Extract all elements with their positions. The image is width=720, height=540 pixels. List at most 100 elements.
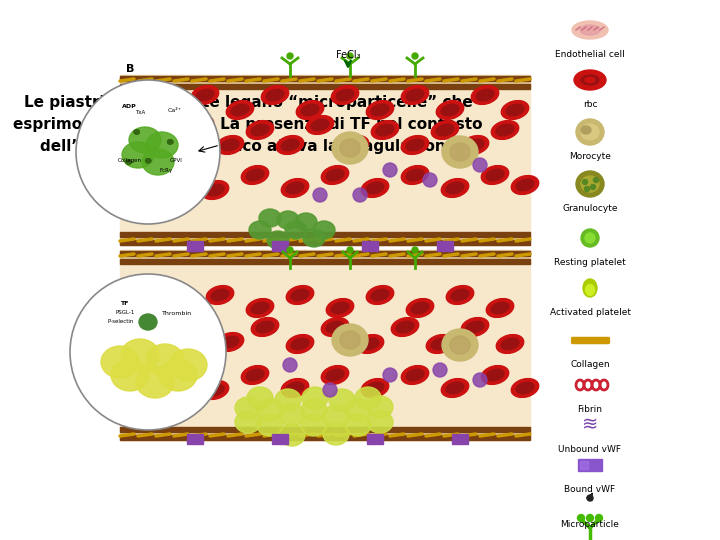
Ellipse shape [501,100,528,119]
Ellipse shape [231,104,249,116]
Text: Morocyte: Morocyte [569,152,611,161]
Ellipse shape [346,139,364,151]
Text: Collagen: Collagen [570,360,610,369]
Ellipse shape [287,335,314,353]
Ellipse shape [441,179,469,198]
Ellipse shape [326,321,344,333]
Ellipse shape [191,119,209,131]
Ellipse shape [353,188,367,202]
Text: rbc: rbc [582,100,598,109]
Ellipse shape [287,53,293,59]
Bar [120,250,530,264]
Ellipse shape [134,130,139,134]
Ellipse shape [340,139,360,157]
Ellipse shape [383,163,397,177]
Ellipse shape [491,120,518,139]
Ellipse shape [401,136,428,154]
Ellipse shape [511,379,539,397]
Ellipse shape [361,379,389,397]
Ellipse shape [256,321,274,333]
Ellipse shape [371,289,389,301]
Ellipse shape [345,414,371,436]
Ellipse shape [511,176,539,194]
Ellipse shape [326,169,344,181]
Ellipse shape [126,160,131,164]
Text: Fibrin: Fibrin [577,405,603,414]
Ellipse shape [323,405,349,427]
Text: TxA: TxA [135,110,145,115]
Ellipse shape [516,179,534,191]
Text: Granulocyte: Granulocyte [562,204,618,213]
Ellipse shape [585,285,595,295]
Ellipse shape [326,369,344,381]
Text: PSGL-1: PSGL-1 [116,310,135,315]
Ellipse shape [481,166,509,185]
Ellipse shape [156,335,184,354]
Ellipse shape [145,159,150,163]
Ellipse shape [186,116,214,134]
Ellipse shape [466,139,484,151]
Bar [120,84,530,89]
Ellipse shape [168,140,173,144]
Ellipse shape [347,247,353,253]
Ellipse shape [279,424,305,446]
Ellipse shape [161,166,189,185]
Ellipse shape [506,104,524,116]
Ellipse shape [302,387,328,409]
Ellipse shape [332,324,368,356]
Ellipse shape [161,339,179,350]
Ellipse shape [406,169,424,181]
Text: TF: TF [120,301,128,306]
Bar [580,461,588,469]
Ellipse shape [462,318,489,336]
Bar [272,434,288,444]
Ellipse shape [161,366,189,384]
Ellipse shape [341,136,369,154]
Ellipse shape [496,124,514,136]
Ellipse shape [145,159,150,163]
Ellipse shape [576,119,604,145]
Ellipse shape [246,120,274,139]
Ellipse shape [587,495,593,501]
Ellipse shape [323,423,349,445]
Ellipse shape [581,126,591,134]
Bar [187,241,203,251]
Ellipse shape [146,344,184,376]
Ellipse shape [466,321,484,333]
Ellipse shape [296,100,324,119]
Ellipse shape [336,89,354,101]
Ellipse shape [129,127,161,153]
Ellipse shape [202,381,229,400]
Ellipse shape [496,335,523,353]
Ellipse shape [221,336,239,348]
Ellipse shape [145,159,150,163]
Ellipse shape [286,382,304,394]
Text: Collagen: Collagen [118,158,142,163]
Ellipse shape [246,369,264,381]
Text: GPVI: GPVI [170,158,183,163]
Bar [120,232,530,237]
Bar [578,459,602,471]
Ellipse shape [356,335,384,353]
Ellipse shape [576,171,604,197]
Ellipse shape [401,166,428,185]
Circle shape [76,80,220,224]
Bar [120,251,530,255]
Ellipse shape [355,387,381,409]
Ellipse shape [412,247,418,253]
Ellipse shape [451,289,469,301]
Ellipse shape [142,149,174,175]
Ellipse shape [295,213,317,231]
Bar [187,434,203,444]
Ellipse shape [171,302,189,314]
Ellipse shape [391,318,419,336]
Ellipse shape [340,331,360,349]
Circle shape [70,274,226,430]
Ellipse shape [192,85,219,104]
Ellipse shape [291,338,309,350]
Ellipse shape [168,140,173,144]
Ellipse shape [276,136,304,154]
Bar [120,435,530,440]
Ellipse shape [383,368,397,382]
Ellipse shape [249,221,271,239]
